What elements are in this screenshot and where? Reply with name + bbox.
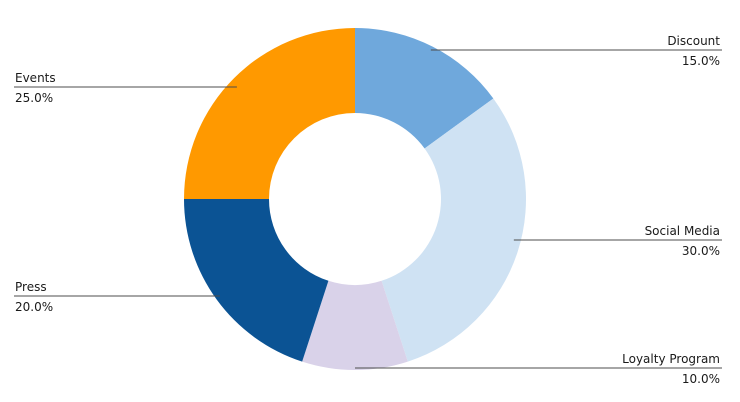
slice-press xyxy=(184,199,329,362)
slice-label: Discount xyxy=(667,34,720,48)
slice-percent-label: 30.0% xyxy=(682,244,720,258)
slice-label: Press xyxy=(15,280,47,294)
slice-percent-label: 20.0% xyxy=(15,300,53,314)
slice-percent-label: 15.0% xyxy=(682,54,720,68)
slice-loyalty-program xyxy=(302,280,408,371)
slice-label: Loyalty Program xyxy=(622,352,720,366)
slice-social-media xyxy=(381,98,527,362)
slice-percent-label: 10.0% xyxy=(682,372,720,386)
slice-label: Events xyxy=(15,71,56,85)
slice-discount xyxy=(355,28,494,149)
slice-events xyxy=(184,28,355,199)
slice-label: Social Media xyxy=(645,224,720,238)
slice-percent-label: 25.0% xyxy=(15,91,53,105)
